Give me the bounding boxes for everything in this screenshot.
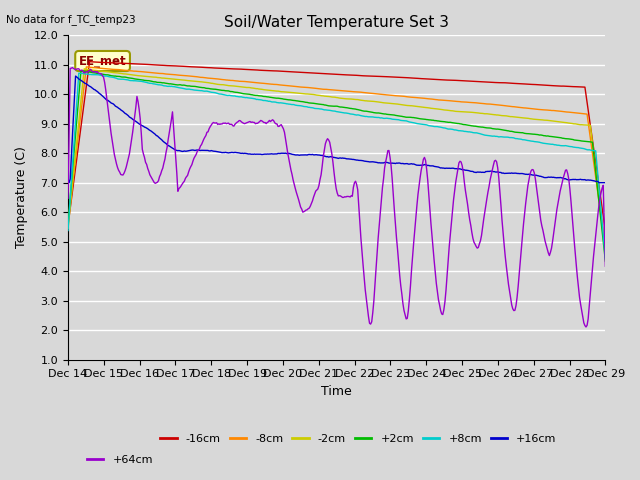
X-axis label: Time: Time [321, 385, 352, 398]
Title: Soil/Water Temperature Set 3: Soil/Water Temperature Set 3 [224, 15, 449, 30]
Legend: +64cm: +64cm [83, 451, 157, 469]
Text: EE_met: EE_met [79, 55, 126, 68]
Legend: -16cm, -8cm, -2cm, +2cm, +8cm, +16cm: -16cm, -8cm, -2cm, +2cm, +8cm, +16cm [156, 429, 561, 448]
Text: No data for f_TC_temp23: No data for f_TC_temp23 [6, 14, 136, 25]
Y-axis label: Temperature (C): Temperature (C) [15, 146, 28, 248]
